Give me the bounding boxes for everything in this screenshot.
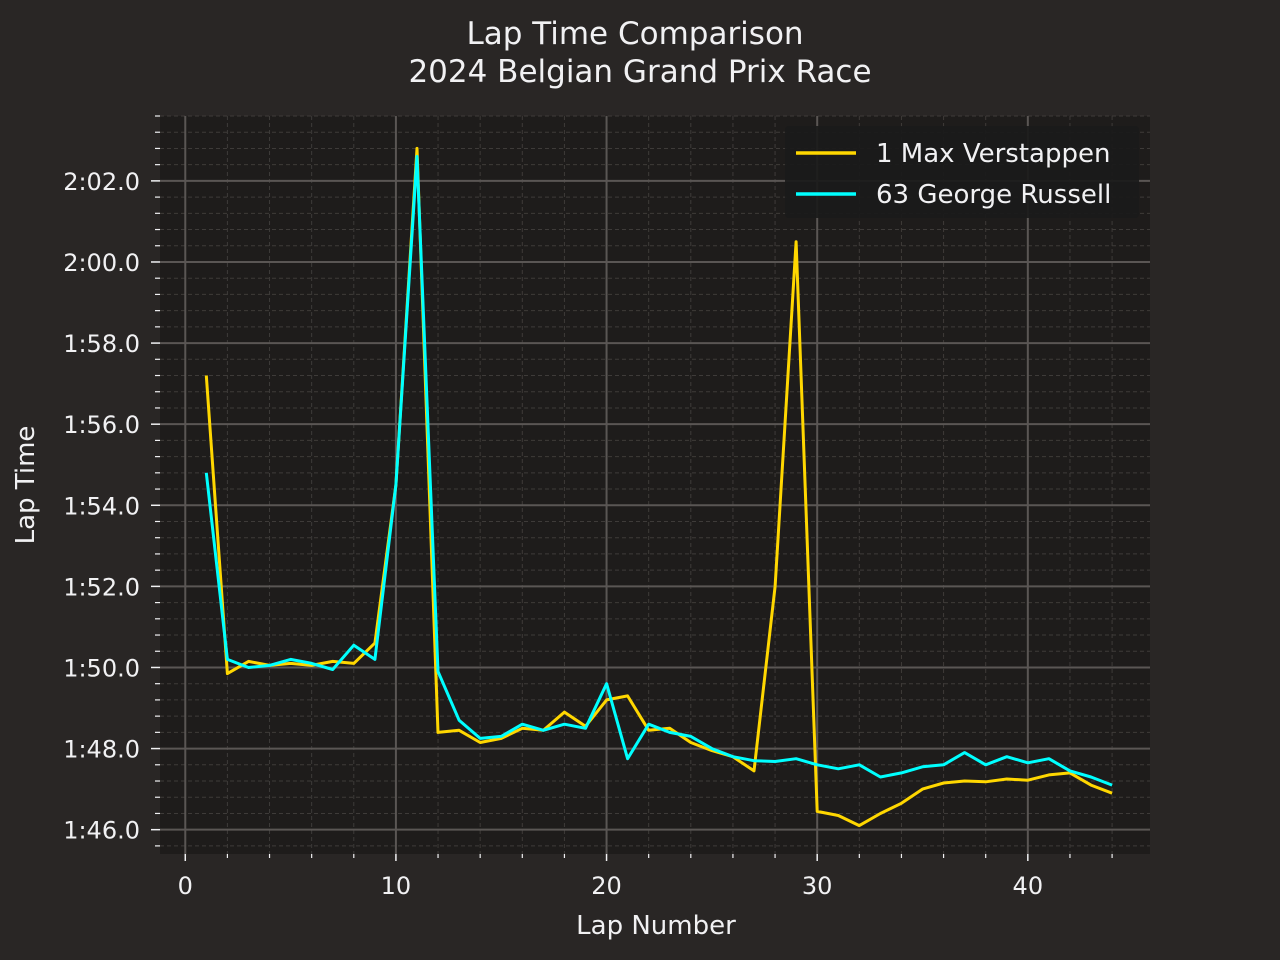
y-tick-label: 1:46.0 [63, 817, 140, 845]
x-tick-label: 30 [802, 872, 833, 900]
y-tick-label: 1:58.0 [63, 330, 140, 358]
legend: 1 Max Verstappen 63 George Russell [785, 126, 1139, 218]
x-tick-label: 0 [178, 872, 193, 900]
chart-subtitle: 2024 Belgian Grand Prix Race [408, 54, 871, 90]
y-tick-label: 1:56.0 [63, 411, 140, 439]
y-tick-label: 1:54.0 [63, 492, 140, 520]
x-tick-label: 20 [591, 872, 622, 900]
y-tick-label: 1:48.0 [63, 736, 140, 764]
x-tick-label: 10 [381, 872, 412, 900]
legend-box [785, 126, 1139, 218]
axis-ticks [151, 115, 1113, 861]
y-tick-label: 1:52.0 [63, 573, 140, 601]
y-axis-label: Lap Time [11, 426, 41, 545]
legend-label-verstappen: 1 Max Verstappen [876, 139, 1110, 169]
series-lines [204, 146, 1113, 828]
y-tick-label: 1:50.0 [63, 654, 140, 682]
legend-label-russell: 63 George Russell [876, 180, 1111, 210]
series-line-russell [204, 155, 1113, 787]
plot-area [160, 116, 1150, 854]
chart-title: Lap Time Comparison [466, 16, 803, 52]
minor-grid [160, 115, 1150, 854]
y-tick-label: 2:02.0 [63, 168, 140, 196]
x-tick-label: 40 [1013, 872, 1044, 900]
y-tick-label: 2:00.0 [63, 249, 140, 277]
x-axis-label: Lap Number [576, 911, 736, 941]
x-tick-labels: 0 10 20 30 40 [178, 872, 1043, 900]
major-grid [160, 116, 1150, 854]
y-tick-labels: 1:46.0 1:48.0 1:50.0 1:52.0 1:54.0 1:56.0 1:58… [63, 168, 140, 845]
